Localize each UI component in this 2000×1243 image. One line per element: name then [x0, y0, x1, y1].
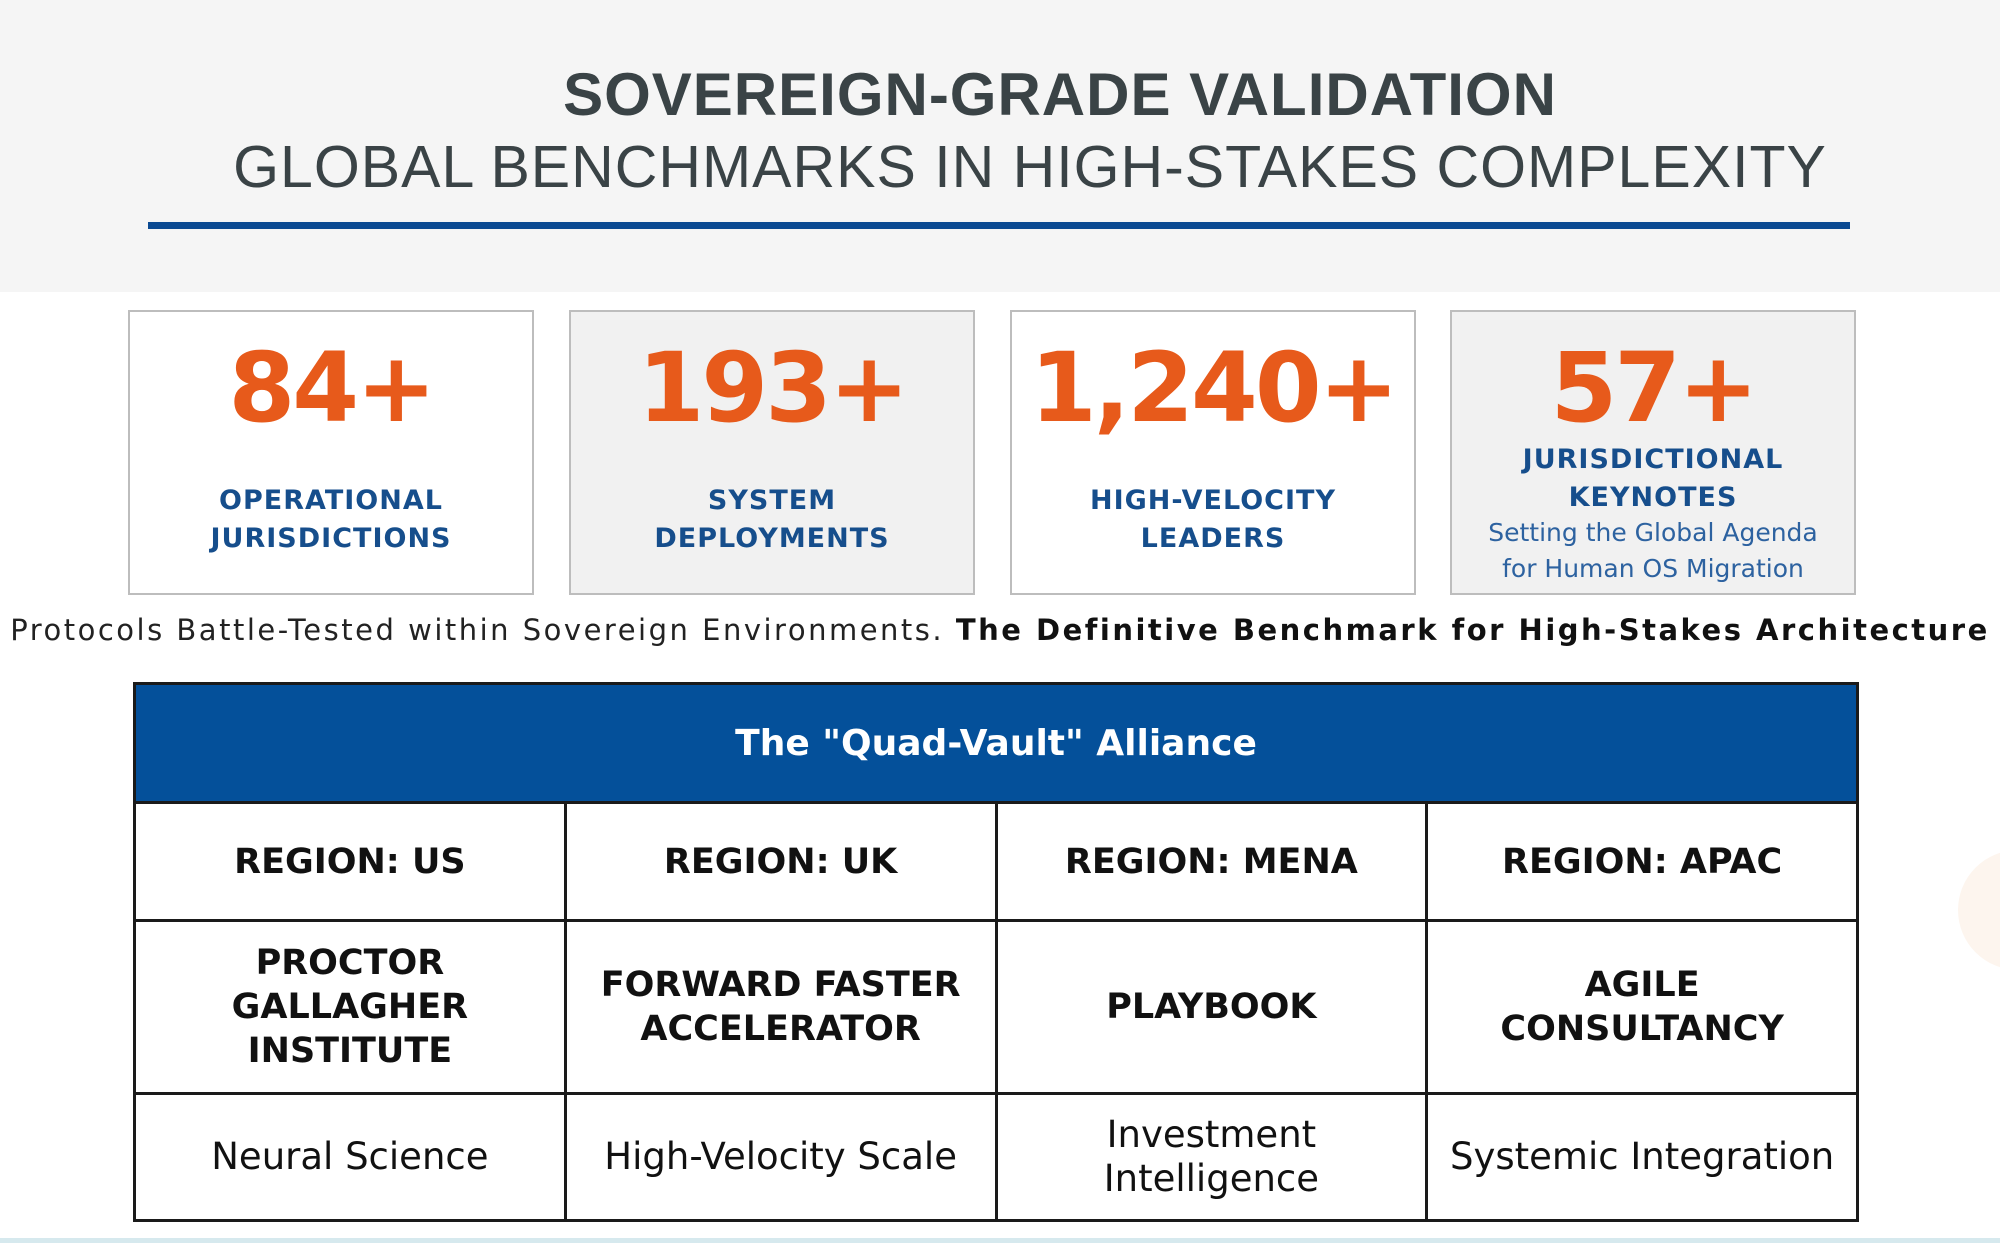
stat-description: Setting the Global Agenda for Human OS M… — [1452, 515, 1854, 587]
region-cell-us: REGION: US — [133, 801, 567, 922]
focus-line: Intelligence — [1103, 1157, 1320, 1200]
stat-label-line: OPERATIONAL — [219, 485, 443, 516]
stat-label-line: HIGH-VELOCITY — [1089, 485, 1336, 516]
partner-line: CONSULTANCY — [1500, 1009, 1784, 1049]
stat-label-line: JURISDICTIONAL — [1522, 444, 1784, 475]
focus-line: High-Velocity Scale — [604, 1135, 957, 1178]
partner-line: ACCELERATOR — [640, 1009, 921, 1049]
bottom-strip — [0, 1238, 2000, 1243]
table-caption-row: The "Quad-Vault" Alliance — [133, 682, 1859, 804]
page-title: SOVEREIGN-GRADE VALIDATION — [563, 61, 1557, 128]
partner-cell-uk: FORWARD FASTER ACCELERATOR — [563, 919, 998, 1095]
partner-line: INSTITUTE — [247, 1031, 453, 1071]
focus-line: Neural Science — [211, 1135, 489, 1178]
partner-line: GALLAGHER — [231, 987, 469, 1027]
partner-cell-us: PROCTOR GALLAGHER INSTITUTE — [133, 919, 567, 1095]
stat-value: 193+ — [637, 332, 910, 444]
focus-cell-us: Neural Science — [133, 1092, 567, 1222]
page-subtitle: GLOBAL BENCHMARKS IN HIGH-STAKES COMPLEX… — [233, 134, 1827, 200]
stat-card-leaders: 1,240+ HIGH-VELOCITY LEADERS — [1010, 310, 1416, 595]
stat-value: 57+ — [1550, 332, 1758, 444]
focus-cell-mena: Investment Intelligence — [994, 1092, 1429, 1222]
region-cell-apac: REGION: APAC — [1425, 801, 1859, 922]
stat-label: SYSTEM DEPLOYMENTS — [571, 482, 973, 558]
stat-label-line: KEYNOTES — [1568, 482, 1738, 513]
stat-description-line: Setting the Global Agenda — [1488, 518, 1818, 547]
partner-cell-apac: AGILE CONSULTANCY — [1425, 919, 1859, 1095]
decorative-circle — [1958, 850, 2000, 970]
tagline: Protocols Battle-Tested within Sovereign… — [0, 613, 2000, 647]
stat-value: 1,240+ — [1029, 332, 1399, 444]
focus-cell-uk: High-Velocity Scale — [563, 1092, 998, 1222]
partner-cell-mena: PLAYBOOK — [994, 919, 1429, 1095]
focus-line: Investment — [1106, 1113, 1317, 1156]
header-divider — [148, 222, 1850, 229]
stat-label: OPERATIONAL JURISDICTIONS — [130, 482, 532, 558]
partner-line: PROCTOR — [255, 943, 445, 983]
stat-label: JURISDICTIONAL KEYNOTES — [1452, 441, 1854, 517]
stat-card-keynotes: 57+ JURISDICTIONAL KEYNOTES Setting the … — [1450, 310, 1856, 595]
region-cell-mena: REGION: MENA — [994, 801, 1429, 922]
stat-label: HIGH-VELOCITY LEADERS — [1012, 482, 1414, 558]
tagline-bold: The Definitive Benchmark for High-Stakes… — [955, 613, 1990, 647]
partner-line: PLAYBOOK — [1106, 987, 1317, 1027]
partner-line: AGILE — [1584, 965, 1700, 1005]
region-cell-uk: REGION: UK — [563, 801, 998, 922]
table-row: Neural Science High-Velocity Scale Inves… — [133, 1092, 1859, 1222]
partner-line: FORWARD FASTER — [600, 965, 961, 1005]
alliance-table: The "Quad-Vault" Alliance REGION: US REG… — [133, 682, 1859, 1222]
focus-cell-apac: Systemic Integration — [1425, 1092, 1859, 1222]
stat-card-deployments: 193+ SYSTEM DEPLOYMENTS — [569, 310, 975, 595]
tagline-regular: Protocols Battle-Tested within Sovereign… — [10, 613, 945, 647]
stat-label-line: DEPLOYMENTS — [654, 523, 890, 554]
stat-label-line: LEADERS — [1140, 523, 1286, 554]
stat-label-line: SYSTEM — [707, 485, 837, 516]
stat-value: 84+ — [228, 332, 436, 444]
table-caption: The "Quad-Vault" Alliance — [133, 682, 1859, 804]
stat-label-line: JURISDICTIONS — [210, 523, 452, 554]
stat-card-jurisdictions: 84+ OPERATIONAL JURISDICTIONS — [128, 310, 534, 595]
stat-description-line: for Human OS Migration — [1502, 554, 1804, 583]
focus-line: Systemic Integration — [1450, 1135, 1835, 1178]
header-banner: SOVEREIGN-GRADE VALIDATION GLOBAL BENCHM… — [0, 0, 2000, 292]
table-row: REGION: US REGION: UK REGION: MENA REGIO… — [133, 801, 1859, 922]
table-row: PROCTOR GALLAGHER INSTITUTE FORWARD FAST… — [133, 919, 1859, 1095]
